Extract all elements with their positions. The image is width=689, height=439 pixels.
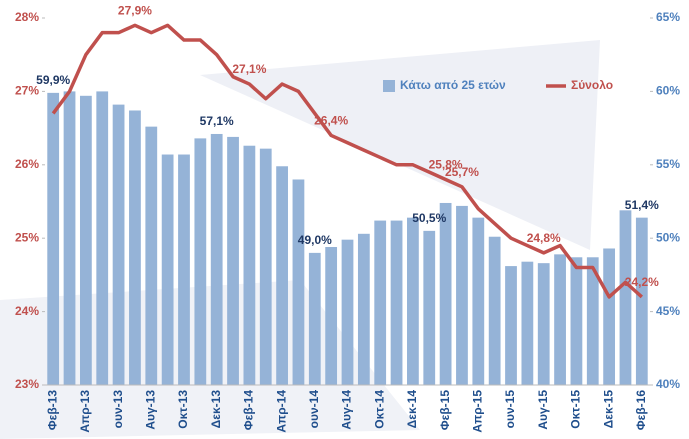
bar: [390, 220, 403, 385]
x-tick-label: Φεβ-15: [438, 390, 452, 431]
bar: [210, 133, 223, 385]
bar: [96, 91, 109, 386]
x-tick-label: ουν-13: [111, 390, 125, 429]
bar: [63, 91, 76, 386]
bar: [603, 248, 616, 385]
x-tick-label: Απρ-13: [78, 390, 92, 433]
bar: [112, 104, 125, 385]
y2-tick-label: 60%: [656, 84, 680, 98]
line-label: 27,1%: [232, 62, 266, 76]
bar: [472, 217, 485, 385]
x-tick-label: ουν-14: [307, 390, 321, 429]
y-tick-label: 28%: [15, 10, 39, 24]
bar: [537, 263, 550, 385]
bar: [227, 136, 239, 385]
bar: [341, 239, 354, 385]
x-tick-label: Απρ-14: [274, 390, 288, 433]
legend-label: Σύνολο: [571, 78, 613, 92]
legend-label: Κάτω από 25 ετών: [400, 78, 506, 92]
x-tick-label: Αυγ-15: [536, 390, 550, 430]
x-tick-label: Αυγ-13: [143, 390, 157, 430]
bar: [47, 92, 60, 386]
bar: [276, 166, 288, 385]
bar: [439, 202, 452, 385]
y2-tick-label: 40%: [656, 377, 680, 391]
bar: [423, 230, 436, 385]
y2-tick-label: 50%: [656, 230, 680, 244]
bar: [308, 252, 321, 385]
x-tick-label: Οκτ-15: [569, 390, 583, 429]
bar-label: 59,9%: [36, 73, 70, 87]
bar: [488, 236, 501, 385]
line-label: 25,8%: [429, 158, 463, 172]
x-tick-label: Δεκ-15: [601, 390, 615, 429]
y2-tick-label: 55%: [656, 157, 680, 171]
y-tick-label: 23%: [15, 377, 39, 391]
line-label: 26,4%: [314, 114, 348, 128]
bar-label: 51,4%: [625, 198, 659, 212]
x-tick-label: Φεβ-13: [45, 390, 59, 431]
x-tick-label: ουν-15: [503, 390, 517, 429]
bar: [554, 254, 566, 385]
line-label: 25,7%: [445, 165, 479, 179]
y-tick-label: 26%: [15, 157, 39, 171]
bar: [325, 247, 338, 385]
x-tick-label: Απρ-15: [470, 390, 484, 433]
bar-label: 49,0%: [298, 233, 332, 247]
bar: [259, 148, 272, 385]
bar: [178, 154, 190, 385]
bar: [129, 110, 141, 385]
line: [51, 23, 643, 299]
y2-tick-label: 65%: [656, 10, 680, 24]
x-tick-label: Φεβ-16: [634, 390, 648, 431]
bar: [79, 95, 92, 385]
bar: [194, 138, 207, 385]
line-label: 27,9%: [118, 4, 152, 18]
bar: [243, 145, 256, 385]
bar: [161, 154, 174, 385]
bar: [407, 217, 419, 385]
line-label: 24,8%: [527, 231, 561, 245]
bar-label: 50,5%: [412, 211, 446, 225]
x-tick-label: Οκτ-13: [176, 390, 190, 429]
bar: [456, 205, 468, 385]
bar: [292, 179, 305, 385]
bar: [145, 126, 158, 386]
bar: [619, 210, 632, 385]
line-label: 24,2%: [625, 275, 659, 289]
bar: [374, 220, 387, 385]
x-tick-label: Αυγ-14: [340, 390, 354, 430]
bar: [586, 257, 599, 385]
bar: [357, 233, 370, 385]
y-tick-label: 27%: [15, 84, 39, 98]
x-tick-label: Οκτ-14: [372, 390, 386, 429]
bar: [505, 266, 517, 385]
bar-label: 57,1%: [200, 114, 234, 128]
legend-swatch: [383, 80, 395, 92]
x-tick-label: Φεβ-14: [242, 390, 256, 431]
y2-tick-label: 45%: [656, 304, 680, 318]
y-tick-label: 25%: [15, 230, 39, 244]
x-tick-label: Δεκ-13: [209, 390, 223, 429]
bar: [570, 257, 583, 385]
bar: [635, 217, 648, 385]
x-tick-label: Δεκ-14: [405, 390, 419, 429]
y-tick-label: 24%: [15, 304, 39, 318]
bar: [521, 261, 534, 385]
